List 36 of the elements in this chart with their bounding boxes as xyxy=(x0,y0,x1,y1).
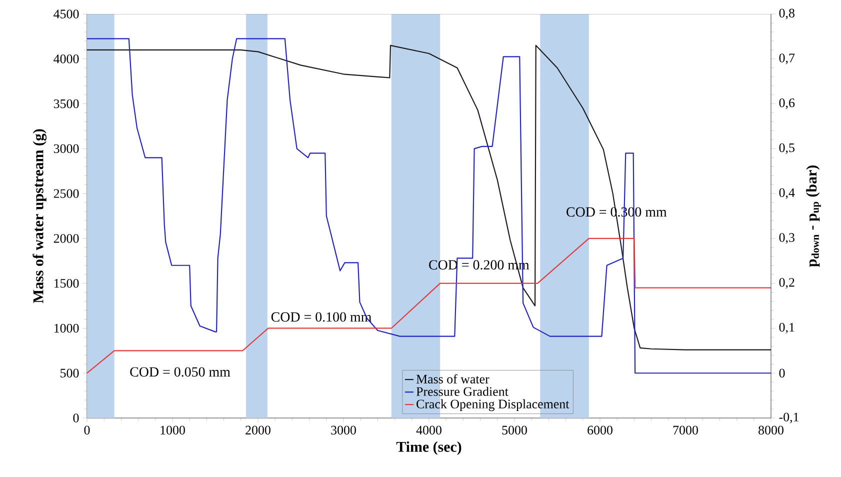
y2-axis-title: p$_{down}$ - p$_{up}$ (bar) xyxy=(806,166,821,267)
x-axis-title: Time (sec) xyxy=(396,441,462,455)
y2-tick-label: 0,7 xyxy=(779,54,795,64)
y2-tick-label: 0,6 xyxy=(779,98,795,110)
y-axis-title: Mass of water upstream (g) xyxy=(32,129,46,304)
legend-label: Crack Opening Displacement xyxy=(416,399,570,412)
x-tick-label: 0 xyxy=(84,426,90,435)
x-tick-label: 3000 xyxy=(331,426,356,435)
y2-tick-label: 0,8 xyxy=(779,8,794,20)
x-tick-label: 1000 xyxy=(160,426,185,435)
y-tick-label: 3500 xyxy=(54,99,79,108)
y2-tick-label: 0,1 xyxy=(779,322,794,334)
y-tick-label: 3000 xyxy=(54,144,79,154)
y2-tick-label: 0,3 xyxy=(779,233,794,244)
x-tick-label: 4000 xyxy=(416,426,442,435)
y2-tick-label: 0,4 xyxy=(779,188,795,199)
annotation: COD = 0.050 mm xyxy=(130,367,230,377)
y-tick-label: 1500 xyxy=(54,278,79,288)
y-tick-label: 1000 xyxy=(54,324,79,333)
legend-label: Pressure Gradient xyxy=(416,386,508,396)
y-tick-label: 2500 xyxy=(54,189,79,198)
y-tick-label: 2000 xyxy=(54,234,79,243)
x-tick-label: 2000 xyxy=(246,426,270,435)
y2-tick-label: 0,5 xyxy=(779,143,794,154)
x-tick-label: 6000 xyxy=(588,426,612,435)
y2-tick-label: 0,2 xyxy=(779,278,794,289)
x-tick-label: 8000 xyxy=(758,426,784,435)
y-tick-label: 4500 xyxy=(54,10,79,18)
y2-tick-label: -0,1 xyxy=(779,412,799,424)
y-tick-label: 500 xyxy=(60,368,79,378)
x-tick-label: 5000 xyxy=(502,426,527,435)
y-tick-label: 0 xyxy=(73,414,79,422)
x-tick-label: 7000 xyxy=(673,426,698,435)
y-tick-label: 4000 xyxy=(54,54,79,64)
legend-label: Mass of water xyxy=(416,374,490,384)
y2-tick-label: 0 xyxy=(779,368,785,378)
